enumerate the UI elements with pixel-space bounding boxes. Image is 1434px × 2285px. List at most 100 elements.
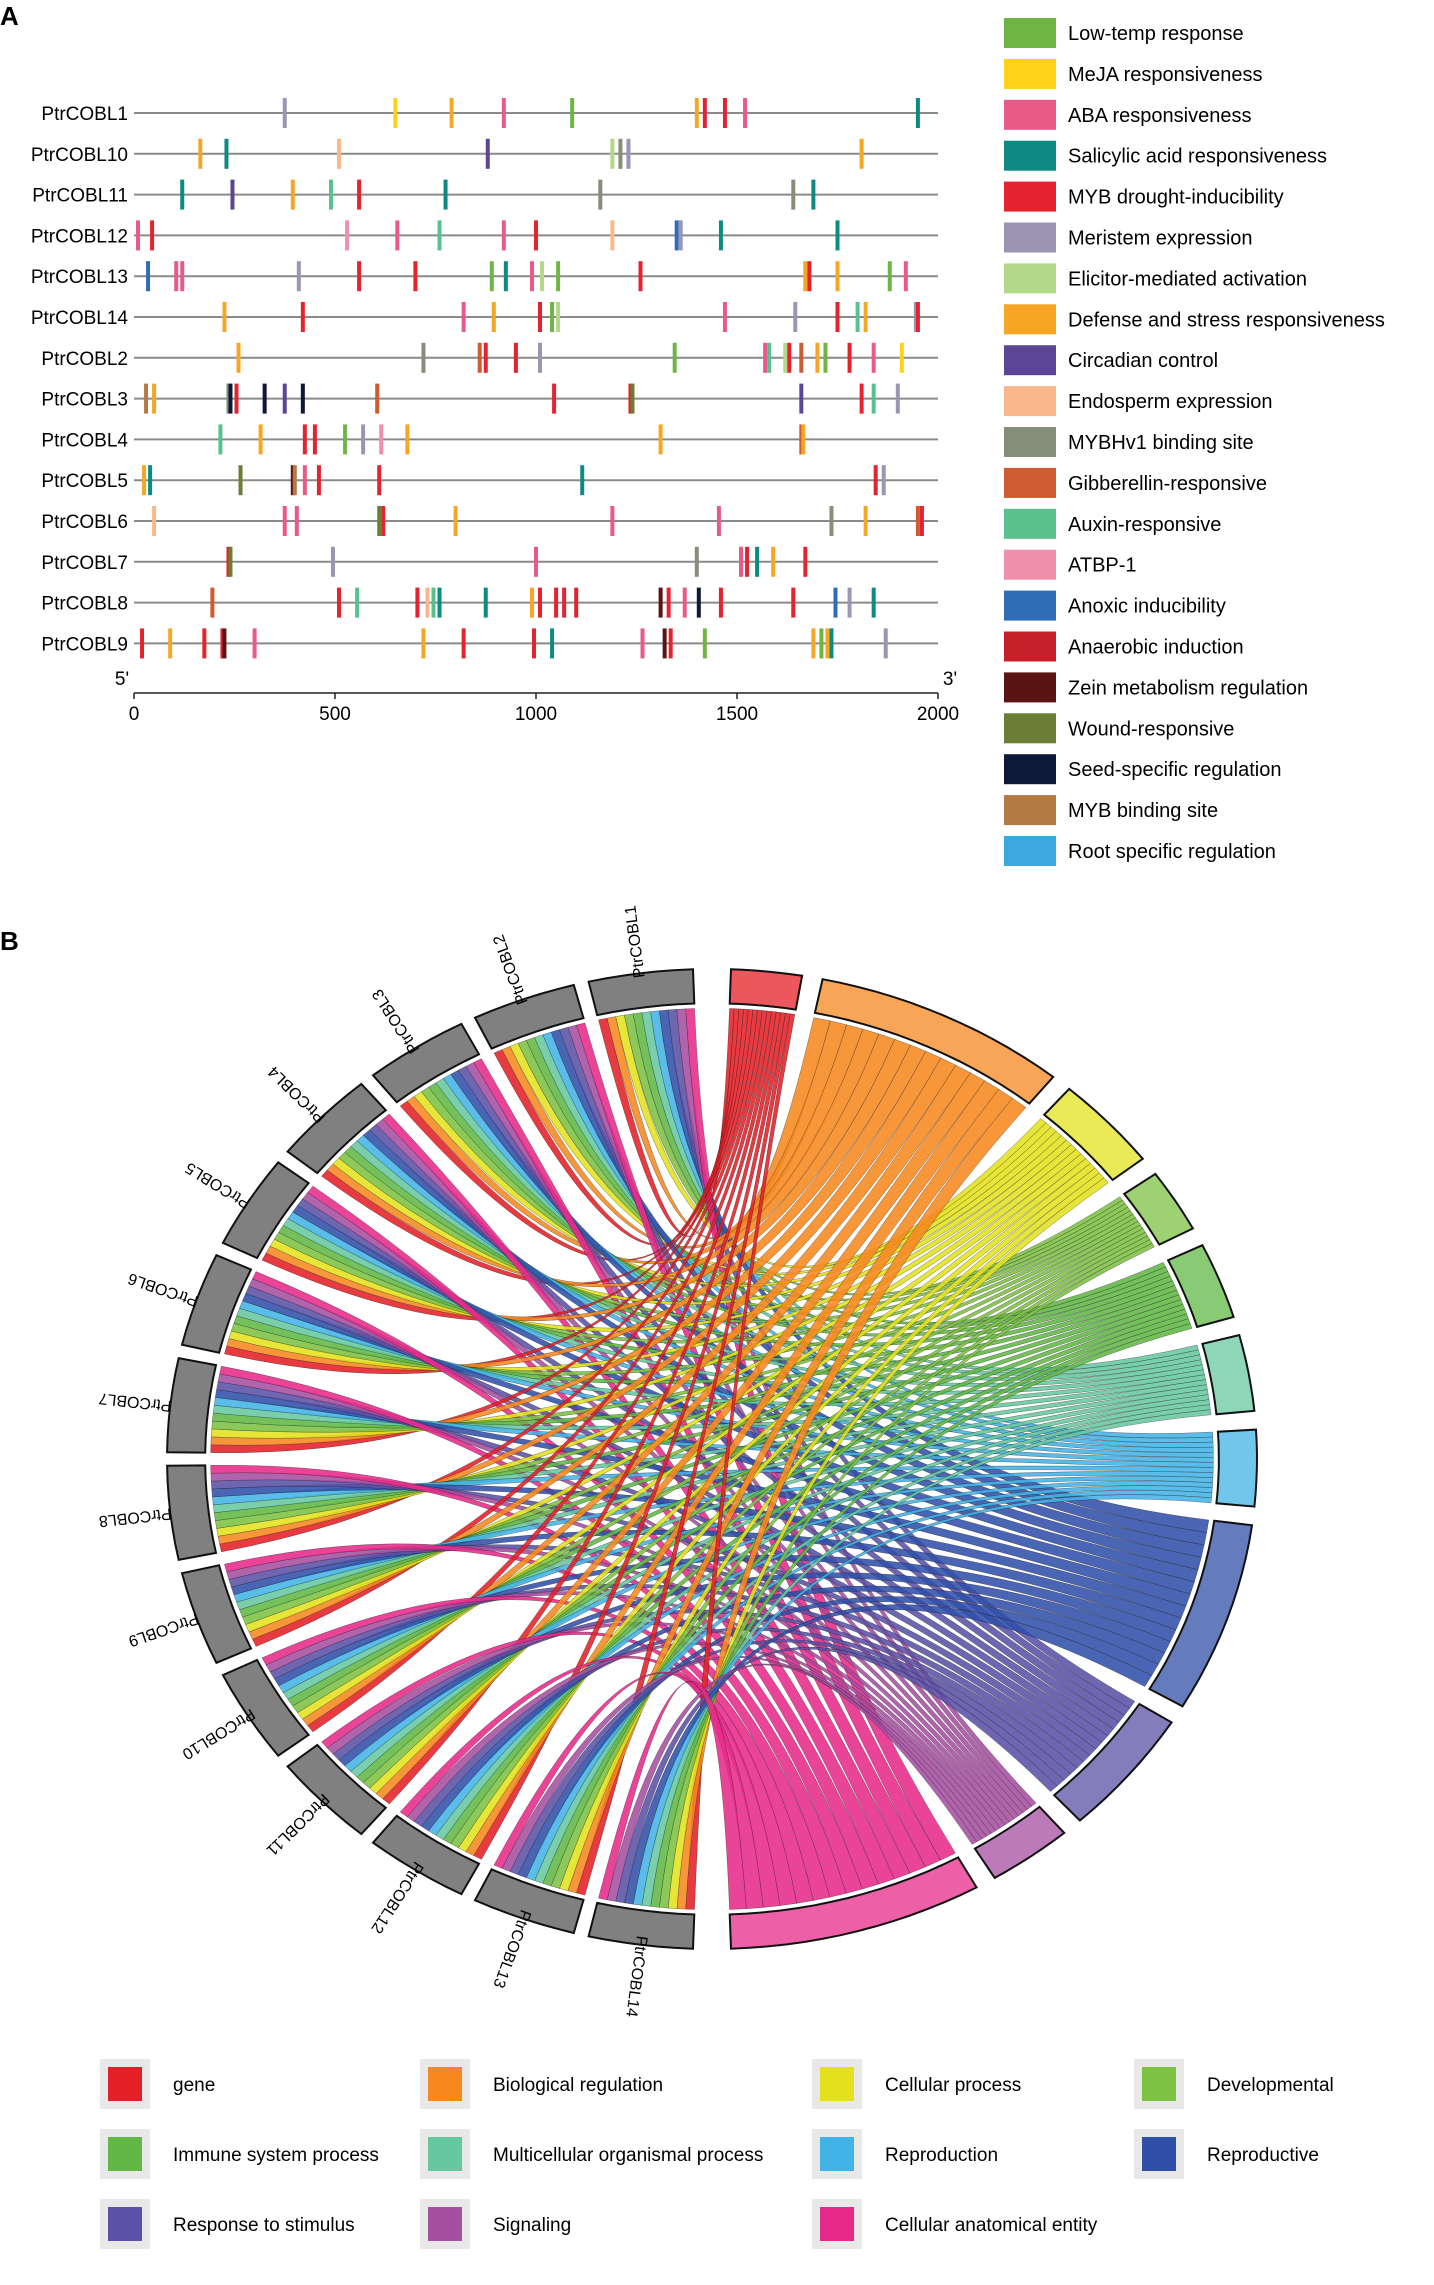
legend-label: Root specific regulation	[1068, 841, 1276, 863]
cis-element-mark	[915, 506, 920, 536]
legend-swatch	[820, 2137, 854, 2171]
cis-element-mark	[745, 546, 750, 577]
cis-element-mark	[574, 587, 579, 618]
cis-element-mark	[136, 220, 141, 251]
cis-element-mark	[357, 261, 362, 292]
gene-sector	[286, 1743, 388, 1836]
cis-element-mark	[148, 465, 153, 496]
gene-label: PtrCOBL13	[31, 267, 128, 288]
cis-element-mark	[787, 342, 792, 373]
cis-element-mark	[302, 424, 307, 455]
chord-ribbon	[273, 1554, 1177, 1687]
cis-element-mark	[234, 383, 239, 414]
legend-label: Reproductive	[1207, 2145, 1319, 2166]
cis-element-mark	[610, 138, 615, 169]
cis-element-mark	[722, 98, 727, 128]
cis-element-mark	[316, 465, 321, 496]
cis-element-mark	[529, 587, 534, 618]
cis-element-mark	[513, 342, 518, 373]
cis-element-mark	[863, 302, 868, 332]
gene-label: PtrCOBL4	[41, 430, 128, 451]
chord-ribbon	[242, 1224, 1144, 1625]
cis-element-mark	[815, 342, 820, 373]
chord-ribbon	[245, 1153, 1087, 1633]
gene-sector	[180, 1253, 253, 1354]
chord-ribbon	[435, 1399, 1211, 1840]
cis-element-mark	[658, 424, 663, 455]
cis-element-mark	[413, 261, 418, 292]
chord-ribbon	[211, 1217, 1139, 1433]
cis-element-mark	[718, 220, 723, 251]
x-tick-label: 1000	[515, 704, 557, 725]
cis-element-mark	[694, 546, 699, 577]
chord-ribbon	[261, 1595, 814, 1904]
cis-element-mark	[580, 465, 585, 496]
legend-label: Meristem expression	[1068, 228, 1253, 250]
gene-label: PtrCOBL8	[41, 594, 128, 615]
chord-ribbon	[226, 1038, 911, 1371]
legend-swatch	[1004, 427, 1056, 457]
cis-element-mark	[296, 261, 301, 292]
legend-swatch	[1004, 222, 1056, 253]
cis-element-mark	[640, 628, 645, 659]
cis-element-mark	[534, 220, 538, 251]
chord-ribbon	[302, 1064, 971, 1726]
chord-ribbon	[615, 1646, 1058, 1904]
gene-sector	[286, 1082, 388, 1175]
gene-label: PtrCOBL5	[41, 471, 128, 492]
cis-element-mark	[791, 179, 796, 210]
chord-ribbon	[350, 1394, 1210, 1778]
cis-element-mark	[210, 587, 215, 618]
chord-ribbon	[457, 1167, 1100, 1853]
chord-ribbon	[362, 1231, 1149, 1789]
category-sector	[813, 978, 1055, 1105]
cis-element-mark	[292, 465, 297, 496]
chord-ribbon	[428, 1485, 1213, 1836]
cis-element-mark	[628, 383, 633, 414]
cis-element-mark	[895, 383, 900, 414]
cis-element-mark	[833, 587, 838, 618]
cis-element-mark	[859, 383, 864, 414]
cis-element-mark	[168, 628, 173, 659]
gene-sector	[221, 1658, 311, 1757]
legend-label: ATBP-1	[1068, 555, 1137, 577]
category-sector	[1166, 1243, 1235, 1329]
category-sector	[1201, 1333, 1256, 1416]
chord-ribbon	[501, 1020, 847, 1249]
cis-element-mark	[763, 342, 768, 373]
legend-label: Cellular process	[885, 2075, 1021, 2096]
cis-element-mark	[881, 465, 886, 496]
legend-swatch	[1142, 2067, 1176, 2101]
cis-element-mark	[598, 179, 603, 210]
chord-ribbon	[676, 1097, 1027, 1910]
chord-ribbon	[210, 1144, 1077, 1439]
cis-element-mark	[152, 506, 157, 536]
gene-sector	[180, 1564, 253, 1665]
chord-ribbon	[369, 1162, 1096, 1794]
cis-element-mark	[743, 98, 748, 128]
cis-element-mark	[554, 587, 559, 618]
cis-element-mark	[228, 383, 233, 414]
cis-element-mark	[337, 587, 342, 618]
legend-label: Cellular anatomical entity	[885, 2215, 1098, 2236]
chord-ribbon	[450, 1235, 1151, 1849]
chord-ribbon	[297, 1158, 1091, 1720]
legend-swatch	[1004, 304, 1056, 335]
cis-element-mark	[375, 383, 380, 414]
category-sector	[973, 1805, 1066, 1880]
cis-element-mark	[696, 587, 701, 618]
x-tick-label: 0	[129, 704, 140, 725]
cis-element-mark	[150, 220, 155, 251]
cis-element-mark	[899, 342, 904, 373]
legend-label: Low-temp response	[1068, 23, 1244, 45]
cis-element-mark	[146, 261, 151, 292]
cis-element-mark	[847, 342, 852, 373]
legend-swatch	[1004, 345, 1056, 376]
gene-sector-label: PtrCOBL11	[263, 1790, 333, 1859]
gene-sector	[371, 1814, 481, 1896]
chord-ribbon	[550, 1239, 1153, 1889]
cis-element-mark	[803, 546, 808, 577]
legend-label: Anaerobic induction	[1068, 637, 1244, 659]
legend-swatch	[1004, 713, 1056, 744]
